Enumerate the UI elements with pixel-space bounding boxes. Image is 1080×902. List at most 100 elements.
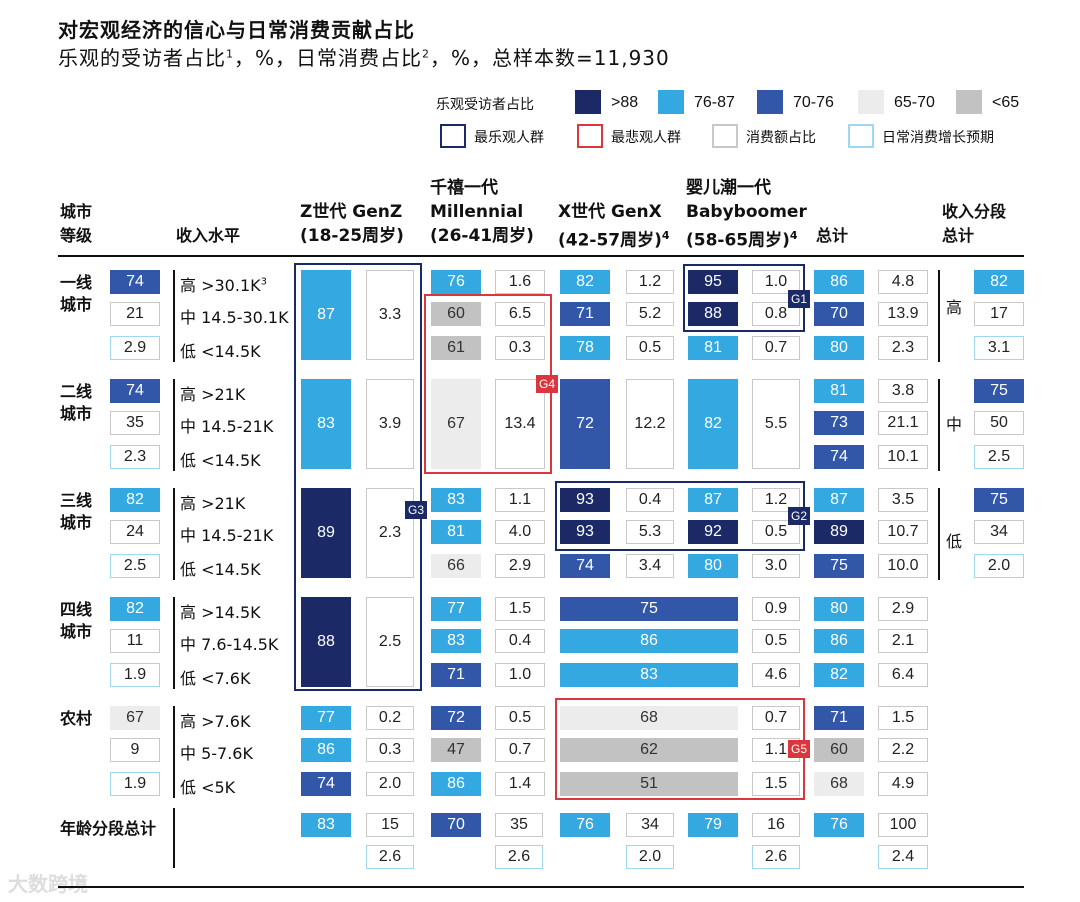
genx-optimism-2: 78 xyxy=(560,336,610,360)
age-total-divider xyxy=(173,808,175,868)
row-total-share-12: 1.5 xyxy=(878,706,928,730)
row-total-share-10: 2.1 xyxy=(878,629,928,653)
legend-swatch-0 xyxy=(575,90,601,114)
millennial-share-0: 1.6 xyxy=(495,270,545,294)
row-total-share-8: 10.0 xyxy=(878,554,928,578)
tier-divider-3 xyxy=(173,597,175,689)
genx-share-4: 0.4 xyxy=(626,488,674,512)
genz-rural-share-0: 0.2 xyxy=(366,706,414,730)
millennial-share-1: 6.5 xyxy=(495,302,545,326)
tier-share-1: 35 xyxy=(110,411,160,435)
boomer-optimism-0: 95 xyxy=(688,270,738,294)
tier-label-0: 一线 城市 xyxy=(60,273,93,314)
row-total-optimism-14: 68 xyxy=(814,772,864,796)
age-total-growth-2: 2.0 xyxy=(626,845,674,869)
row-total-share-5: 10.1 xyxy=(878,445,928,469)
income-label-2: 低 <14.5K xyxy=(180,342,261,361)
millennial-optimism-8: 83 xyxy=(431,629,481,653)
income-total-divider-1 xyxy=(938,379,940,471)
millennial-share-4: 1.1 xyxy=(495,488,545,512)
genz-rural-optimism-0: 77 xyxy=(301,706,351,730)
age-total-optimism-3: 79 xyxy=(688,813,738,837)
income-total-label-0: 高 xyxy=(946,298,963,317)
tier-share-4: 9 xyxy=(110,738,160,762)
legend-box-label-2: 消费额占比 xyxy=(746,130,816,146)
row-total-optimism-1: 70 xyxy=(814,302,864,326)
millennial-share-8: 0.4 xyxy=(495,629,545,653)
boomer-share-3: 5.5 xyxy=(752,379,800,469)
age-total-growth-3: 2.6 xyxy=(752,845,800,869)
income-total-divider-0 xyxy=(938,270,940,362)
income-label-9: 高 >14.5K xyxy=(180,603,261,622)
income-label-3: 高 >21K xyxy=(180,385,246,404)
header-genx: X世代 GenX (42-57周岁)4 xyxy=(558,202,670,251)
legend-swatch-4 xyxy=(956,90,982,114)
row-total-optimism-10: 86 xyxy=(814,629,864,653)
income-total-label-2: 低 xyxy=(946,532,963,551)
row-total-share-0: 4.8 xyxy=(878,270,928,294)
tier-optimism-0: 74 xyxy=(110,270,160,294)
legend-swatch-2 xyxy=(757,90,783,114)
group-box-g4 xyxy=(424,294,552,474)
boomer-merged-share-3: 0.7 xyxy=(752,706,800,730)
row-total-share-3: 3.8 xyxy=(878,379,928,403)
income-total-growth-0: 3.1 xyxy=(974,336,1024,360)
group-box-g1 xyxy=(683,264,805,332)
boomer-optimism-1: 88 xyxy=(688,302,738,326)
genx-boomer-merged-optimism-0: 75 xyxy=(560,597,738,621)
chart-subtitle: 乐观的受访者占比1，%，日常消费占比2，%，总样本数=11,930 xyxy=(58,46,670,70)
genz-rural-optimism-1: 86 xyxy=(301,738,351,762)
header-millennial: 千禧一代 Millennial (26-41周岁) xyxy=(430,178,534,246)
tier-label-2: 三线 城市 xyxy=(60,491,93,532)
income-total-share-2: 34 xyxy=(974,520,1024,544)
millennial-share-10: 0.5 xyxy=(495,706,545,730)
row-total-share-7: 10.7 xyxy=(878,520,928,544)
income-total-share-0: 17 xyxy=(974,302,1024,326)
legend-swatch-1 xyxy=(658,90,684,114)
millennial-share-12: 1.4 xyxy=(495,772,545,796)
millennial-optimism-4: 83 xyxy=(431,488,481,512)
income-label-12: 高 >7.6K xyxy=(180,712,251,731)
row-total-share-6: 3.5 xyxy=(878,488,928,512)
legend-title: 乐观受访者占比 xyxy=(436,97,534,113)
tier-label-3: 四线 城市 xyxy=(60,600,93,641)
genx-boomer-merged-optimism-1: 86 xyxy=(560,629,738,653)
group-box-g5 xyxy=(555,698,805,800)
age-total-growth-0: 2.6 xyxy=(366,845,414,869)
row-total-optimism-4: 73 xyxy=(814,411,864,435)
tier-divider-1 xyxy=(173,379,175,471)
header-rule xyxy=(58,255,1024,257)
income-label-5: 低 <14.5K xyxy=(180,451,261,470)
boomer-merged-share-2: 4.6 xyxy=(752,663,800,687)
tier-label-1: 二线 城市 xyxy=(60,382,93,423)
genx-share-3: 12.2 xyxy=(626,379,674,469)
millennial-optimism-9: 71 xyxy=(431,663,481,687)
millennial-share-5: 4.0 xyxy=(495,520,545,544)
millennial-optimism-7: 77 xyxy=(431,597,481,621)
grand-total-optimism: 76 xyxy=(814,813,864,837)
legend-bin-label-0: >88 xyxy=(611,94,639,111)
tier-label-4: 农村 xyxy=(60,709,93,728)
boomer-merged-share-1: 0.5 xyxy=(752,629,800,653)
tier-optimism-3: 82 xyxy=(110,597,160,621)
income-label-0: 高 >30.1K3 xyxy=(180,276,267,295)
legend-box-label-1: 最悲观人群 xyxy=(611,130,681,146)
legend-box-1 xyxy=(577,124,603,148)
genz-rural-optimism-2: 74 xyxy=(301,772,351,796)
boomer-share-2: 0.7 xyxy=(752,336,800,360)
row-total-share-14: 4.9 xyxy=(878,772,928,796)
millennial-optimism-11: 47 xyxy=(431,738,481,762)
legend-box-2 xyxy=(712,124,738,148)
group-box-g3 xyxy=(294,263,422,691)
genx-optimism-0: 82 xyxy=(560,270,610,294)
tier-divider-2 xyxy=(173,488,175,580)
millennial-optimism-5: 81 xyxy=(431,520,481,544)
boomer-optimism-4: 87 xyxy=(688,488,738,512)
tier-growth-1: 2.3 xyxy=(110,445,160,469)
genx-boomer-merged-optimism-4: 62 xyxy=(560,738,738,762)
income-label-4: 中 14.5-21K xyxy=(180,417,274,436)
tier-share-0: 21 xyxy=(110,302,160,326)
row-total-optimism-13: 60 xyxy=(814,738,864,762)
income-total-label-1: 中 xyxy=(946,415,963,434)
genz-share-0: 3.3 xyxy=(366,270,414,360)
